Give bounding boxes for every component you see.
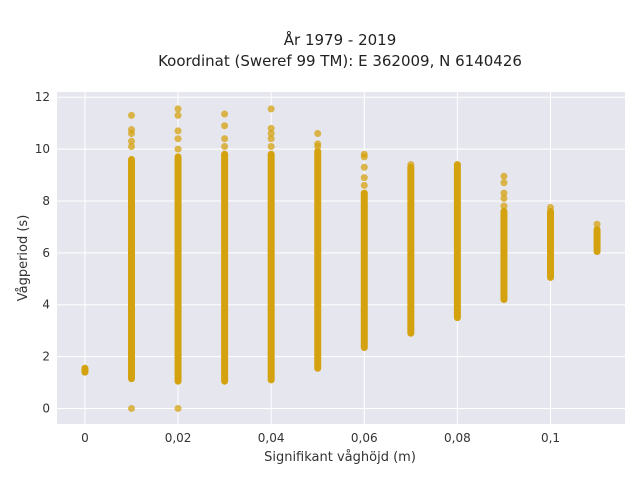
y-tick-label: 0 — [42, 401, 50, 415]
y-axis-ticks: 0 2 4 6 8 10 12 — [35, 90, 50, 415]
y-tick-label: 10 — [35, 142, 50, 156]
data-point-column — [314, 148, 322, 372]
x-axis-ticks: 0 0,02 0,04 0,06 0,08 0,1 — [81, 431, 560, 445]
y-tick-label: 4 — [42, 298, 50, 312]
data-point-column — [500, 207, 508, 303]
data-point-column — [453, 161, 461, 322]
data-point — [127, 404, 135, 412]
chart-title-line-1: År 1979 - 2019 — [284, 30, 397, 49]
data-point — [500, 202, 508, 210]
plot-area — [57, 92, 625, 424]
y-axis-label: Vågperiod (s) — [16, 215, 31, 302]
data-point — [593, 220, 601, 228]
data-point — [174, 111, 182, 119]
data-point — [221, 135, 229, 143]
data-point — [360, 150, 368, 158]
data-point — [547, 203, 555, 211]
data-point — [267, 130, 275, 137]
data-point — [500, 194, 508, 202]
y-tick-label: 6 — [42, 246, 50, 260]
data-point — [500, 189, 508, 197]
data-point — [360, 163, 368, 171]
data-point — [174, 404, 182, 412]
data-point-column — [547, 207, 555, 281]
data-point — [267, 135, 275, 143]
y-tick-label: 12 — [35, 90, 50, 104]
x-axis-label: Signifikant våghöjd (m) — [264, 450, 416, 465]
data-point — [221, 122, 229, 130]
data-point — [500, 172, 508, 180]
data-point — [314, 140, 322, 148]
data-point-column — [127, 155, 135, 383]
data-point — [127, 126, 135, 134]
data-point — [174, 145, 182, 153]
data-point — [174, 127, 182, 135]
y-tick-label: 2 — [42, 350, 50, 364]
x-tick-label: 0,02 — [165, 431, 192, 445]
data-point — [360, 181, 368, 189]
data-point-column — [593, 225, 601, 256]
x-tick-label: 0,08 — [444, 431, 471, 445]
x-tick-label: 0 — [81, 431, 89, 445]
data-point-column — [360, 189, 368, 351]
data-point — [127, 142, 135, 150]
data-point — [174, 135, 182, 143]
x-tick-label: 0,1 — [541, 431, 560, 445]
data-point-column — [221, 150, 229, 385]
data-points — [81, 105, 601, 412]
data-point — [174, 105, 182, 113]
data-point — [221, 110, 229, 118]
data-point — [314, 130, 322, 137]
data-point — [267, 124, 275, 132]
data-point — [360, 174, 368, 182]
data-point — [81, 366, 89, 374]
data-point — [500, 179, 508, 187]
data-point-column — [407, 163, 415, 337]
data-point — [267, 105, 275, 113]
y-tick-label: 8 — [42, 194, 50, 208]
data-point-column — [174, 153, 182, 385]
data-point — [407, 161, 415, 169]
data-point — [221, 142, 229, 150]
data-point — [127, 111, 135, 119]
data-point-column — [267, 150, 275, 384]
data-point — [127, 137, 135, 145]
x-tick-label: 0,06 — [351, 431, 378, 445]
x-tick-label: 0,04 — [258, 431, 285, 445]
data-point — [267, 142, 275, 150]
chart-title-line-2: Koordinat (Sweref 99 TM): E 362009, N 61… — [158, 52, 522, 70]
